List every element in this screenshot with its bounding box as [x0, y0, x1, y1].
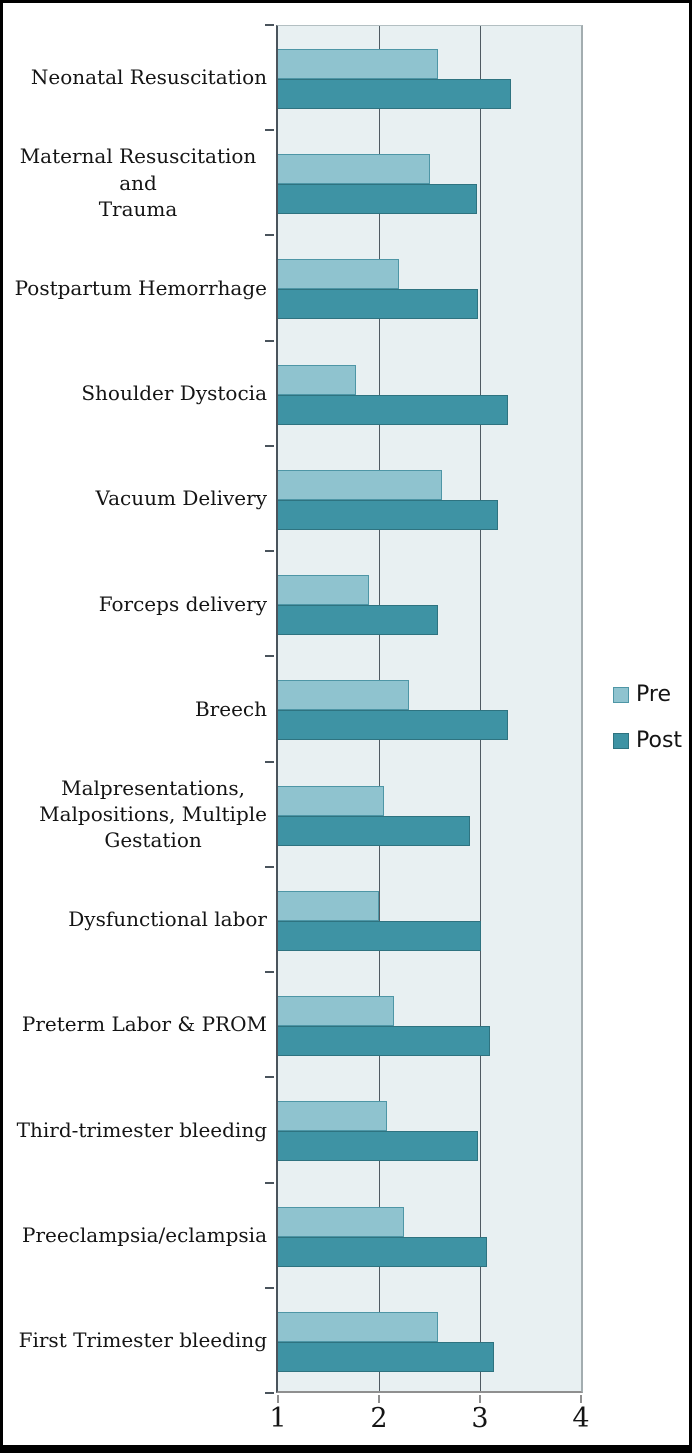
- category-axis-tick: [265, 550, 274, 553]
- value-axis-tick-label: 3: [471, 1403, 489, 1434]
- value-axis-tick: [580, 1395, 582, 1403]
- category-label: First Trimester bleeding: [18, 1328, 267, 1353]
- value-axis-tick: [479, 1395, 481, 1403]
- category-axis-tick: [265, 24, 274, 26]
- value-axis-tick-label: 1: [269, 1403, 287, 1434]
- category-axis-tick: [265, 129, 274, 132]
- category-axis-tick: [265, 865, 274, 868]
- category-label: Postpartum Hemorrhage: [14, 275, 267, 300]
- category-axis-tick: [265, 1392, 274, 1394]
- post-bar: [278, 815, 470, 846]
- post-bar: [278, 1026, 491, 1057]
- pre-bar: [278, 890, 379, 921]
- post-bar: [278, 184, 477, 215]
- category-axis-tick: [265, 1076, 274, 1079]
- post-bar: [278, 79, 512, 109]
- post-bar: [278, 289, 478, 320]
- category-label: Forceps delivery: [98, 591, 267, 616]
- legend-swatch-post-icon: [613, 732, 629, 749]
- pre-bar: [278, 575, 369, 606]
- value-axis-tick-label: 4: [572, 1403, 590, 1434]
- category-label: Dysfunctional labor: [68, 907, 267, 932]
- category-axis-tick: [265, 971, 274, 974]
- pre-bar: [278, 1311, 438, 1342]
- category-axis-tick: [265, 1286, 274, 1289]
- category-label: Preeclampsia/eclampsia: [21, 1222, 267, 1247]
- legend-entry-post: Post: [613, 728, 682, 753]
- value-axis-tick: [378, 1395, 380, 1403]
- category-label: Malpresentations, Malpositions, Multiple…: [39, 775, 267, 853]
- post-bar: [278, 1131, 478, 1162]
- category-axis-tick: [265, 1181, 274, 1184]
- post-bar: [278, 920, 481, 951]
- post-bar: [278, 1341, 495, 1372]
- legend-swatch-pre-icon: [613, 686, 629, 703]
- category-axis-tick: [265, 234, 274, 237]
- legend-label-post: Post: [636, 728, 683, 753]
- value-axis-tick: [277, 1395, 279, 1403]
- category-label: Maternal Resuscitation and Trauma: [19, 144, 257, 222]
- legend-entry-pre: Pre: [613, 682, 682, 707]
- legend: Pre Post: [613, 682, 682, 753]
- pre-bar: [278, 1101, 388, 1132]
- category-label: Third-trimester bleeding: [16, 1117, 267, 1142]
- category-label: Vacuum Delivery: [95, 486, 267, 511]
- category-axis-tick: [265, 655, 274, 658]
- value-axis-tick-label: 2: [370, 1403, 388, 1434]
- pre-bar: [278, 680, 410, 711]
- category-label: Preterm Labor & PROM: [21, 1012, 267, 1037]
- pre-bar: [278, 469, 442, 500]
- category-axis-tick: [265, 339, 274, 342]
- plot-area: [276, 25, 583, 1393]
- post-bar: [278, 605, 438, 636]
- gridline: [479, 26, 481, 1391]
- post-bar: [278, 499, 499, 530]
- pre-bar: [278, 785, 385, 816]
- legend-label-pre: Pre: [636, 682, 671, 707]
- pre-bar: [278, 996, 395, 1027]
- category-label: Breech: [194, 696, 267, 721]
- pre-bar: [278, 364, 356, 395]
- post-bar: [278, 1236, 488, 1267]
- pre-bar: [278, 259, 400, 290]
- category-axis-tick: [265, 760, 274, 763]
- pre-bar: [278, 49, 438, 79]
- category-label: Neonatal Resuscitation: [30, 65, 267, 90]
- category-axis-tick: [265, 444, 274, 447]
- category-label: Shoulder Dystocia: [81, 381, 267, 406]
- pre-bar: [278, 1206, 405, 1237]
- post-bar: [278, 710, 509, 741]
- post-bar: [278, 394, 509, 425]
- pre-bar: [278, 154, 430, 185]
